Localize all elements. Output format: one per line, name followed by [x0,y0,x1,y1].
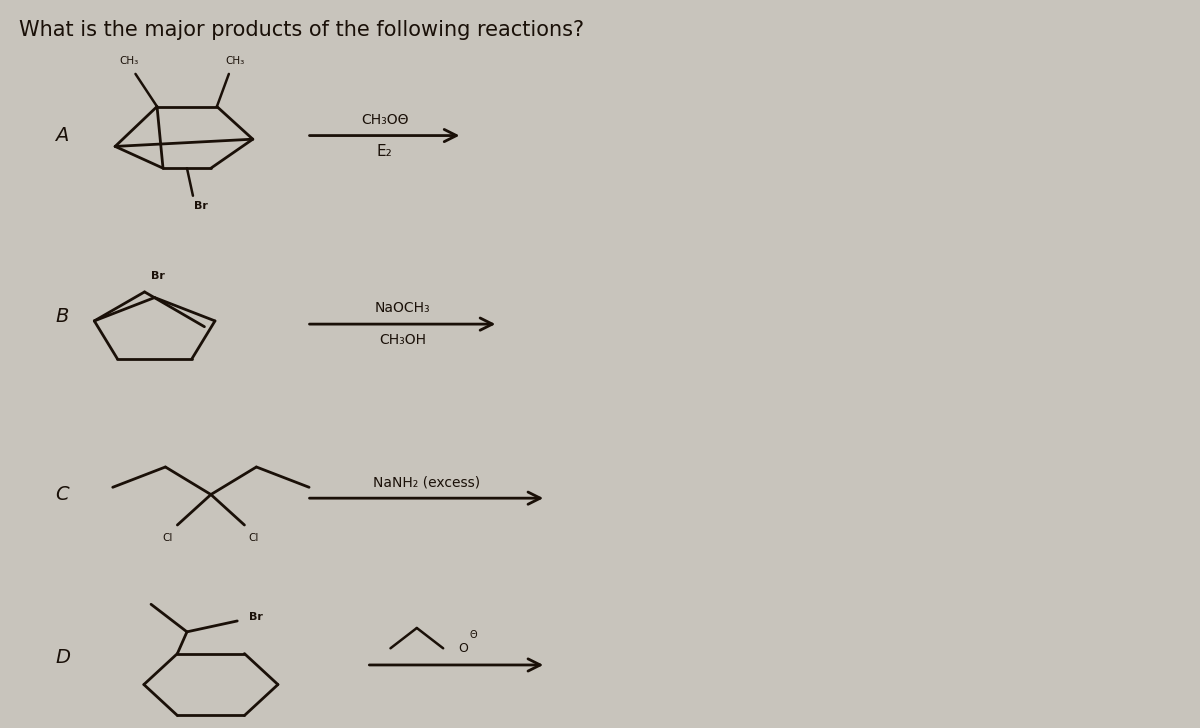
Text: Cl: Cl [248,533,259,543]
Text: CH₃: CH₃ [120,56,139,66]
Text: What is the major products of the following reactions?: What is the major products of the follow… [19,20,584,39]
Text: E₂: E₂ [377,144,392,159]
Text: NaNH₂ (excess): NaNH₂ (excess) [373,475,480,489]
Text: Θ: Θ [469,630,476,640]
Text: D: D [55,648,71,668]
Text: NaOCH₃: NaOCH₃ [374,301,431,315]
Text: CH₃: CH₃ [226,56,245,66]
Text: CH₃OΘ: CH₃OΘ [361,113,408,127]
Text: Br: Br [150,271,164,281]
Text: A: A [55,126,68,145]
Text: Br: Br [194,201,209,211]
Text: B: B [55,307,68,326]
Text: O: O [458,642,469,654]
Text: CH₃OH: CH₃OH [379,333,426,347]
Text: C: C [55,485,68,504]
Text: Cl: Cl [163,533,173,543]
Text: Br: Br [250,612,263,622]
